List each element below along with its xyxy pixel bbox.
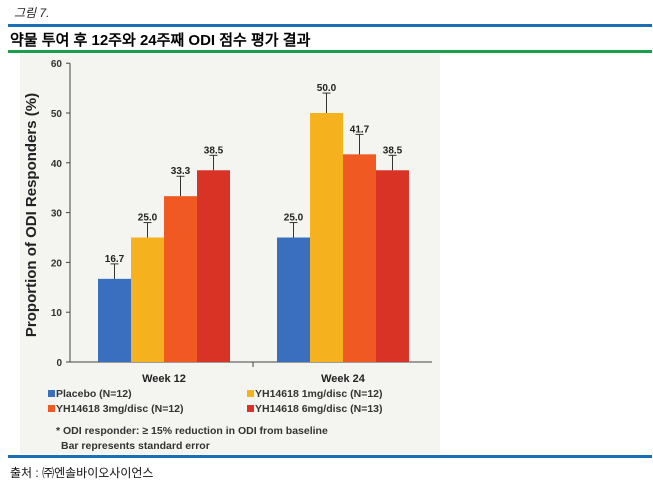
bar — [343, 154, 376, 362]
data-label: 50.0 — [317, 83, 337, 94]
bar — [376, 170, 409, 362]
chart-note: * ODI responder: ≥ 15% reduction in ODI … — [56, 425, 328, 437]
y-tick-label: 10 — [51, 308, 63, 319]
y-tick-label: 40 — [51, 159, 63, 170]
data-label: 33.3 — [171, 166, 191, 177]
divider — [8, 455, 652, 458]
bar — [131, 237, 164, 362]
y-tick-label: 20 — [51, 258, 63, 269]
y-axis-label: Proportion of ODI Responders (%) — [23, 93, 40, 337]
divider — [8, 50, 652, 53]
legend-swatch — [247, 390, 254, 397]
bar — [98, 278, 131, 362]
data-label: 38.5 — [204, 145, 224, 156]
data-label: 38.5 — [383, 145, 403, 156]
legend-label: YH14618 3mg/disc (N=12) — [56, 403, 184, 415]
data-label: 41.7 — [350, 124, 370, 135]
legend-swatch — [48, 405, 55, 412]
bar — [277, 237, 310, 362]
data-label: 25.0 — [284, 213, 304, 224]
legend-swatch — [48, 390, 55, 397]
chart-note: Bar represents standard error — [61, 440, 210, 452]
data-label: 16.7 — [105, 254, 125, 265]
x-tick-label: Week 12 — [142, 373, 186, 385]
source-text: 출처 : ㈜엔솔바이오사이언스 — [10, 466, 154, 480]
page-title: 약물 투여 후 12주와 24주째 ODI 점수 평가 결과 — [10, 32, 311, 49]
bar — [310, 113, 343, 362]
y-tick-label: 50 — [51, 109, 63, 120]
legend-label: Placebo (N=12) — [56, 388, 132, 400]
y-tick-label: 0 — [56, 358, 62, 369]
figure-label: 그림 7. — [14, 6, 50, 20]
bar — [164, 196, 197, 362]
legend-label: YH14618 6mg/disc (N=13) — [255, 403, 383, 415]
bar — [197, 170, 230, 362]
x-tick-label: Week 24 — [321, 373, 366, 385]
data-label: 25.0 — [138, 213, 158, 224]
divider — [8, 24, 652, 27]
y-tick-label: 60 — [51, 59, 63, 70]
legend-swatch — [247, 405, 254, 412]
legend-label: YH14618 1mg/disc (N=12) — [255, 388, 383, 400]
y-tick-label: 30 — [51, 209, 63, 220]
